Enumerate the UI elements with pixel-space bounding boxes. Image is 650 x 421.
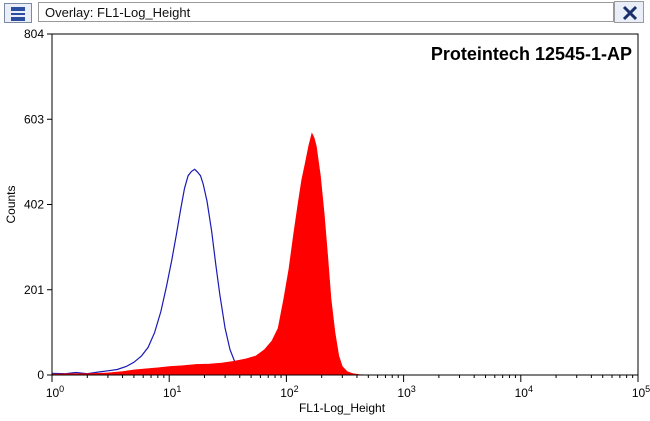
x-axis-label: FL1-Log_Height [299, 401, 386, 415]
histogram-outline-series-0 [51, 168, 287, 376]
x-tick-label: 102 [280, 384, 298, 400]
y-tick-label: 402 [24, 198, 44, 212]
y-tick-label: 603 [24, 112, 44, 126]
y-tick-label: 201 [24, 283, 44, 297]
y-axis-label: Counts [4, 185, 18, 223]
window-titlebar: Overlay: FL1-Log_Height [0, 0, 650, 26]
x-tick-label: 104 [515, 384, 533, 400]
close-button[interactable] [614, 1, 644, 23]
x-tick-label: 105 [632, 384, 650, 400]
window-title: Overlay: FL1-Log_Height [45, 5, 191, 20]
histogram-window-icon[interactable] [4, 3, 32, 23]
window-title-field: Overlay: FL1-Log_Height [38, 2, 614, 22]
x-tick-label: 100 [46, 384, 64, 400]
x-tick-label: 103 [397, 384, 415, 400]
y-tick-label: 804 [24, 27, 44, 41]
plot-frame [51, 33, 639, 376]
close-icon [622, 5, 638, 21]
chart-title: Proteintech 12545-1-AP [431, 44, 632, 64]
y-tick-label: 0 [37, 368, 44, 382]
histogram-filled-series-1 [51, 132, 369, 376]
x-tick-label: 101 [163, 384, 181, 400]
